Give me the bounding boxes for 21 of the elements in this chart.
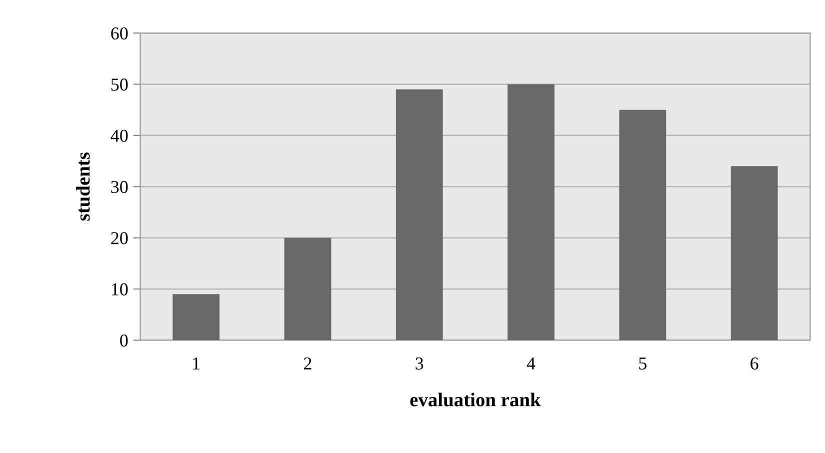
- y-tick-label: 30: [111, 180, 128, 194]
- bar: [730, 166, 778, 340]
- y-tick-label: 60: [111, 27, 128, 40]
- y-axis-title: students: [76, 152, 90, 221]
- y-tick-label: 10: [112, 283, 128, 296]
- y-tick-label: 40: [110, 130, 128, 142]
- y-tick-label: 0: [120, 334, 128, 347]
- bar: [172, 294, 220, 340]
- x-tick-label: 1: [193, 357, 200, 370]
- x-axis-title: evaluation rank: [410, 392, 541, 406]
- x-tick-label: 5: [639, 358, 646, 370]
- x-tick-label: 6: [750, 357, 758, 370]
- x-tick-label: 4: [526, 358, 536, 370]
- bar: [619, 110, 666, 340]
- bar: [508, 84, 554, 340]
- bar: [284, 238, 332, 340]
- y-tick-label: 20: [111, 232, 128, 244]
- x-tick-label: 3: [416, 357, 424, 370]
- x-tick-label: 2: [304, 357, 312, 370]
- bar: [396, 89, 443, 340]
- y-tick-label: 50: [111, 78, 128, 91]
